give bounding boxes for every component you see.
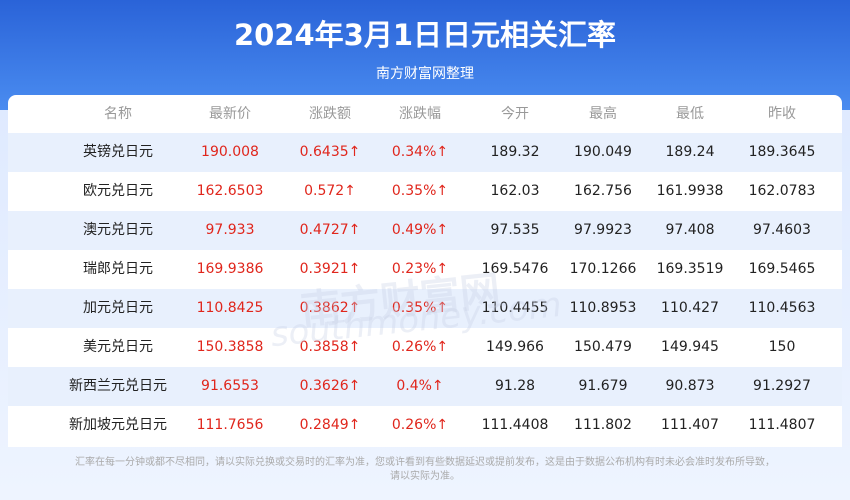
column-header: 名称 xyxy=(104,106,132,122)
cell: 169.5465 xyxy=(748,261,816,277)
cell: 111.4408 xyxy=(481,417,549,433)
table-row: 美元兑日元 150.3858 0.3858↑ 0.26%↑ 149.966 150.479… xyxy=(8,328,842,367)
cell: 170.1266 xyxy=(569,261,637,277)
cell: 0.3858↑ xyxy=(299,339,361,355)
cell: 0.3626↑ xyxy=(299,378,361,394)
header-row: 名称 最新价 涨跌额 涨跌幅 今开 最高 最低 昨收 xyxy=(8,95,842,134)
cell: 189.32 xyxy=(490,144,540,160)
column-header: 最低 xyxy=(676,106,704,122)
table-row: 欧元兑日元 162.6503 0.572↑ 0.35%↑ 162.03 162.756 16… xyxy=(8,172,842,211)
column-header: 最新价 xyxy=(209,106,251,122)
cell: 97.535 xyxy=(490,222,540,238)
cell: 91.679 xyxy=(578,378,628,394)
cell: 149.945 xyxy=(661,339,719,355)
table-row: 瑞郎兑日元 169.9386 0.3921↑ 0.23%↑ 169.5476 170.12… xyxy=(8,250,842,289)
cell: 0.49%↑ xyxy=(391,222,449,238)
cell: 169.5476 xyxy=(481,261,549,277)
cell: 110.4563 xyxy=(748,300,816,316)
cell: 97.9923 xyxy=(574,222,632,238)
cell: 111.4807 xyxy=(748,417,816,433)
cell: 97.408 xyxy=(665,222,715,238)
column-header: 涨跌额 xyxy=(309,106,351,122)
row-label: 新西兰元兑日元 xyxy=(69,378,167,394)
cell: 0.34%↑ xyxy=(391,144,449,160)
row-label: 澳元兑日元 xyxy=(83,222,153,238)
cell: 190.008 xyxy=(201,144,259,160)
cell: 189.24 xyxy=(665,144,715,160)
cell: 0.2849↑ xyxy=(299,417,361,433)
cell: 0.23%↑ xyxy=(391,261,449,277)
cell: 111.407 xyxy=(661,417,719,433)
cell: 150 xyxy=(768,339,796,355)
footer-line: 请以实际为准。 xyxy=(390,471,460,482)
cell: 149.966 xyxy=(486,339,544,355)
cell: 169.3519 xyxy=(656,261,724,277)
table-row: 澳元兑日元 97.933 0.4727↑ 0.49%↑ 97.535 97.9923 97.… xyxy=(8,211,842,250)
cell: 91.2927 xyxy=(753,378,811,394)
cell: 189.3645 xyxy=(748,144,816,160)
cell: 91.6553 xyxy=(201,378,259,394)
cell: 91.28 xyxy=(494,378,536,394)
row-label: 加元兑日元 xyxy=(83,300,153,316)
column-header: 最高 xyxy=(589,106,617,122)
row-label: 英镑兑日元 xyxy=(83,144,153,160)
cell: 0.26%↑ xyxy=(391,339,449,355)
row-label: 美元兑日元 xyxy=(83,339,153,355)
table-row: 新西兰元兑日元 91.6553 0.3626↑ 0.4%↑ 91.28 91.679 90.… xyxy=(8,367,842,406)
cell: 110.8425 xyxy=(196,300,264,316)
cell: 97.4603 xyxy=(753,222,811,238)
footer: 汇率在每一分钟或都不尽相同，请以实际兑换或交易时的汇率为准，您或许看到有些数据延… xyxy=(20,456,830,484)
cell: 0.26%↑ xyxy=(391,417,449,433)
cell: 110.8953 xyxy=(569,300,637,316)
cell: 0.4%↑ xyxy=(396,378,444,394)
cell: 162.03 xyxy=(490,183,540,199)
title: 2024年3月1日日元相关汇率 xyxy=(233,18,617,52)
column-header: 涨跌幅 xyxy=(399,106,441,122)
row-label: 欧元兑日元 xyxy=(83,183,153,199)
cell: 0.3921↑ xyxy=(299,261,361,277)
cell: 0.35%↑ xyxy=(391,300,449,316)
table-row: 加元兑日元 110.8425 0.3862↑ 0.35%↑ 110.4455 110.89… xyxy=(8,289,842,328)
cell: 90.873 xyxy=(665,378,715,394)
cell: 0.4727↑ xyxy=(299,222,361,238)
cell: 110.427 xyxy=(661,300,719,316)
cell: 0.6435↑ xyxy=(299,144,361,160)
cell: 161.9938 xyxy=(656,183,724,199)
column-header: 今开 xyxy=(501,106,529,122)
column-header: 昨收 xyxy=(768,106,796,122)
subtitle: 南方财富网整理 xyxy=(376,66,474,82)
cell: 190.049 xyxy=(574,144,632,160)
cell: 162.6503 xyxy=(196,183,264,199)
cell: 0.3862↑ xyxy=(299,300,361,316)
table: 名称 最新价 涨跌额 涨跌幅 今开 最高 最低 昨收英镑兑日元 190.008 0.6435↑ 0.… xyxy=(8,95,842,447)
table-row: 新加坡元兑日元 111.7656 0.2849↑ 0.26%↑ 111.4408 111.… xyxy=(8,406,842,445)
cell: 110.4455 xyxy=(481,300,549,316)
cell: 111.802 xyxy=(574,417,632,433)
row-label: 新加坡元兑日元 xyxy=(69,417,167,433)
cell: 169.9386 xyxy=(196,261,264,277)
table-row: 英镑兑日元 190.008 0.6435↑ 0.34%↑ 189.32 190.049 18… xyxy=(8,133,842,172)
cell: 111.7656 xyxy=(196,417,264,433)
cell: 162.0783 xyxy=(748,183,816,199)
cell: 0.572↑ xyxy=(304,183,356,199)
cell: 150.479 xyxy=(574,339,632,355)
row-label: 瑞郎兑日元 xyxy=(83,261,153,277)
cell: 0.35%↑ xyxy=(391,183,449,199)
footer-line: 汇率在每一分钟或都不尽相同，请以实际兑换或交易时的汇率为准，您或许看到有些数据延… xyxy=(75,457,775,468)
cell: 97.933 xyxy=(205,222,255,238)
cell: 162.756 xyxy=(574,183,632,199)
cell: 150.3858 xyxy=(196,339,264,355)
